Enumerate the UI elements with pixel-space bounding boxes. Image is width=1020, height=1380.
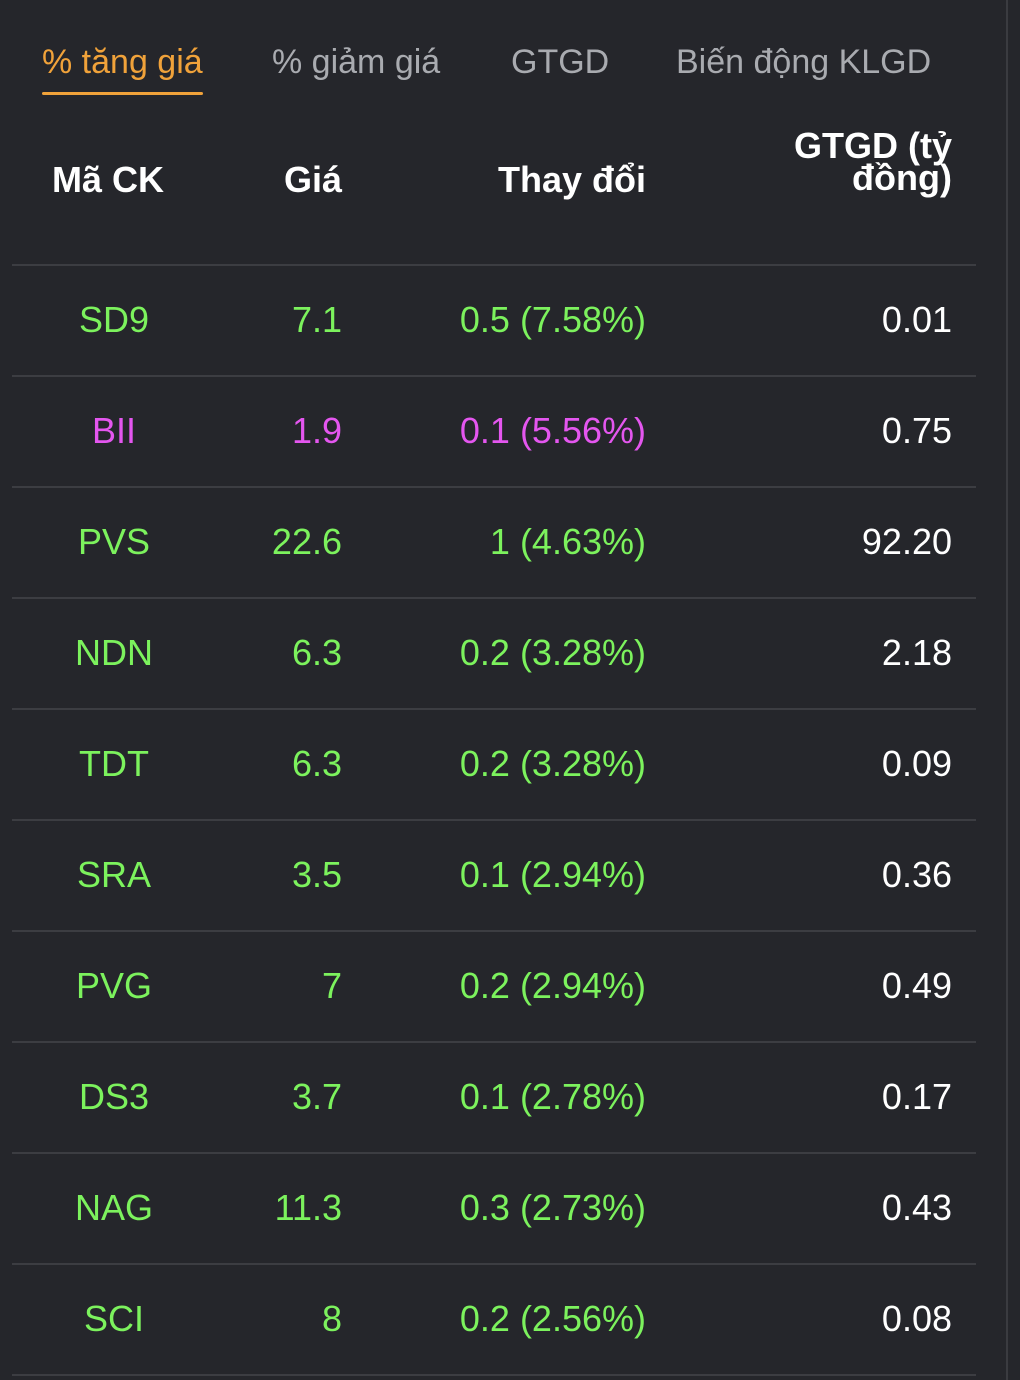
tab-label: Biến động KLGD (676, 43, 932, 81)
stock-trading-value: 0.43 (881, 1187, 952, 1228)
stock-price: 7.1 (291, 299, 342, 340)
table-row[interactable]: NDN 6.3 0.2 (3.28%) 2.18 (12, 599, 976, 710)
table-row[interactable]: SCI 8 0.2 (2.56%) 0.08 (12, 1265, 976, 1376)
panel-divider (1006, 0, 1008, 1380)
table-row[interactable]: PVG 7 0.2 (2.94%) 0.49 (12, 932, 976, 1043)
stock-trading-value: 0.01 (881, 299, 952, 340)
stock-symbol: NAG (74, 1187, 153, 1228)
stock-change: 0.1 (2.78%) (459, 1076, 646, 1117)
tab-trading-value[interactable]: GTGD (511, 40, 609, 84)
stock-price: 7 (321, 965, 342, 1006)
column-header-trading-value-line2: đồng) (852, 157, 952, 198)
stock-price: 1.9 (291, 410, 342, 451)
tab-volume-change[interactable]: Biến động KLGD (676, 40, 931, 84)
tab-label: GTGD (511, 43, 610, 81)
stock-trading-value: 0.09 (881, 743, 952, 784)
stock-symbol: SD9 (78, 299, 150, 340)
stock-change: 0.2 (3.28%) (459, 743, 646, 784)
tab-bar: % tăng giá % giảm giá GTGD Biến động KLG… (42, 40, 962, 96)
active-tab-underline (42, 92, 203, 95)
table-row[interactable]: BII 1.9 0.1 (5.56%) 0.75 (12, 377, 976, 488)
stock-table: Mã CK Giá Thay đổi GTGD (tỷ đồng) SD9 7.1… (12, 120, 976, 1376)
stock-symbol: PVG (75, 965, 153, 1006)
stock-trading-value: 0.36 (881, 854, 952, 895)
stock-price: 11.3 (274, 1187, 342, 1228)
stock-symbol: BII (91, 410, 136, 451)
table-row[interactable]: SRA 3.5 0.1 (2.94%) 0.36 (12, 821, 976, 932)
stock-trading-value: 0.17 (881, 1076, 952, 1117)
column-header-change: Thay đổi (497, 159, 646, 200)
table-row[interactable]: NAG 11.3 0.3 (2.73%) 0.43 (12, 1154, 976, 1265)
stock-price: 3.7 (291, 1076, 342, 1117)
stock-change: 0.3 (2.73%) (459, 1187, 646, 1228)
stock-trading-value: 2.18 (881, 632, 952, 673)
table-row[interactable]: PVS 22.6 1 (4.63%) 92.20 (12, 488, 976, 599)
stock-change: 0.5 (7.58%) (459, 299, 646, 340)
stock-change: 0.2 (2.56%) (459, 1298, 646, 1339)
table-row[interactable]: TDT 6.3 0.2 (3.28%) 0.09 (12, 710, 976, 821)
column-header-symbol: Mã CK (52, 159, 165, 200)
stock-trading-value: 0.08 (881, 1298, 952, 1339)
stock-change: 0.2 (2.94%) (459, 965, 646, 1006)
tab-label: % tăng giá (42, 43, 203, 81)
table-row[interactable]: SD9 7.1 0.5 (7.58%) 0.01 (12, 266, 976, 377)
tab-top-gainers[interactable]: % tăng giá (42, 40, 203, 95)
stock-symbol: DS3 (78, 1076, 150, 1117)
tab-top-losers[interactable]: % giảm giá (272, 40, 440, 84)
stock-price: 22.6 (271, 521, 342, 562)
stock-trading-value: 0.49 (881, 965, 952, 1006)
stock-price: 6.3 (291, 743, 342, 784)
stock-price: 3.5 (291, 854, 342, 895)
stock-symbol: SRA (76, 854, 152, 895)
column-header-trading-value-line1: GTGD (tỷ (794, 125, 952, 166)
stock-price: 6.3 (291, 632, 342, 673)
column-header-price: Giá (283, 159, 342, 200)
stock-symbol: NDN (75, 632, 153, 673)
table-body: SD9 7.1 0.5 (7.58%) 0.01 BII 1.9 0.1 (5.56%) 0.… (12, 266, 976, 1376)
stock-symbol: TDT (79, 743, 149, 784)
stock-change: 1 (4.63%) (489, 521, 646, 562)
stock-trading-value: 0.75 (881, 410, 952, 451)
stock-change: 0.1 (2.94%) (459, 854, 646, 895)
stock-symbol: PVS (77, 521, 151, 562)
table-header: Mã CK Giá Thay đổi GTGD (tỷ đồng) (12, 120, 976, 266)
column-header-trading-value: GTGD (tỷ đồng) (702, 125, 952, 198)
tab-label: % giảm giá (272, 43, 441, 81)
stock-symbol: SCI (83, 1298, 144, 1339)
stock-change: 0.1 (5.56%) (459, 410, 646, 451)
stock-price: 8 (321, 1298, 342, 1339)
table-row[interactable]: DS3 3.7 0.1 (2.78%) 0.17 (12, 1043, 976, 1154)
stock-change: 0.2 (3.28%) (459, 632, 646, 673)
stock-trading-value: 92.20 (861, 521, 952, 562)
